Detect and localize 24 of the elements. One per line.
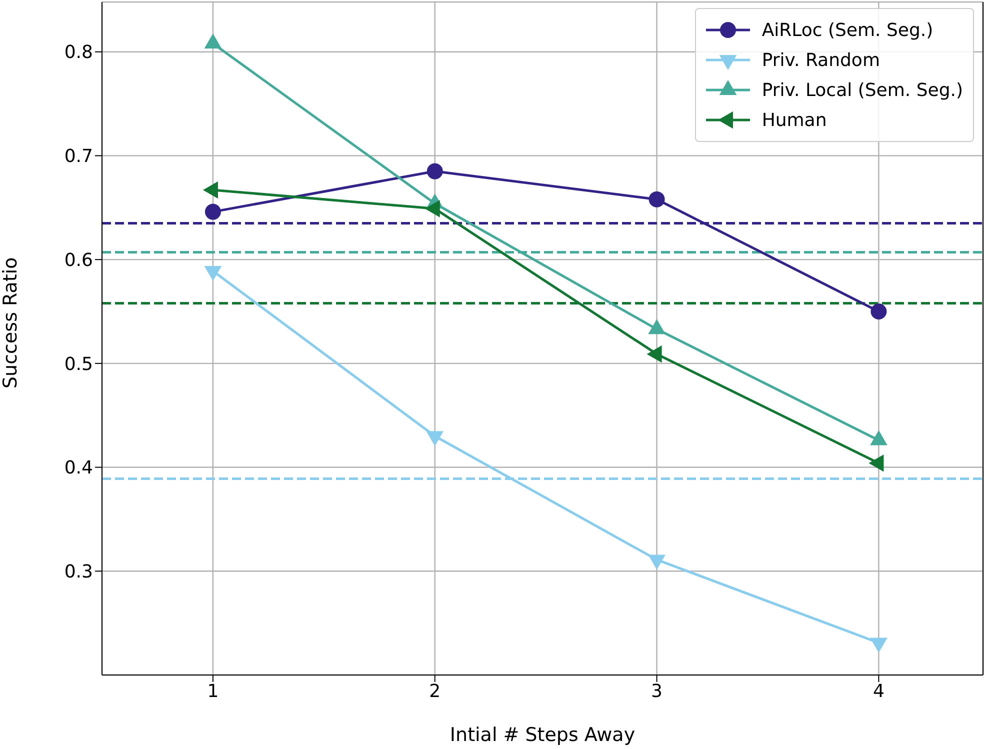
y-tick-label: 0.6: [64, 250, 93, 271]
y-tick-label: 0.3: [64, 562, 93, 583]
point: [648, 191, 665, 208]
x-tick-label: 3: [651, 680, 663, 702]
point: [870, 303, 887, 320]
point: [204, 34, 222, 49]
point: [648, 554, 666, 570]
point: [426, 163, 443, 180]
x-axis-title: Intial # Steps Away: [450, 724, 636, 746]
y-tick-label: 0.4: [64, 458, 93, 479]
legend-label: Human: [762, 110, 827, 130]
y-tick-label: 0.5: [64, 354, 93, 375]
legend-label: Priv. Local (Sem. Seg.): [762, 80, 963, 100]
y-axis-title: Success Ratio: [0, 257, 22, 388]
legend-label: Priv. Random: [762, 50, 880, 70]
x-tick-label: 1: [207, 680, 219, 702]
point: [426, 431, 444, 446]
x-tick-label: 4: [872, 680, 884, 702]
y-tick-label: 0.7: [64, 146, 93, 168]
point: [870, 638, 888, 653]
legend-label: AiRLoc (Sem. Seg.): [762, 20, 934, 40]
y-tick-label: 0.8: [64, 42, 93, 64]
x-tick-label: 2: [429, 680, 441, 702]
point: [204, 204, 221, 220]
